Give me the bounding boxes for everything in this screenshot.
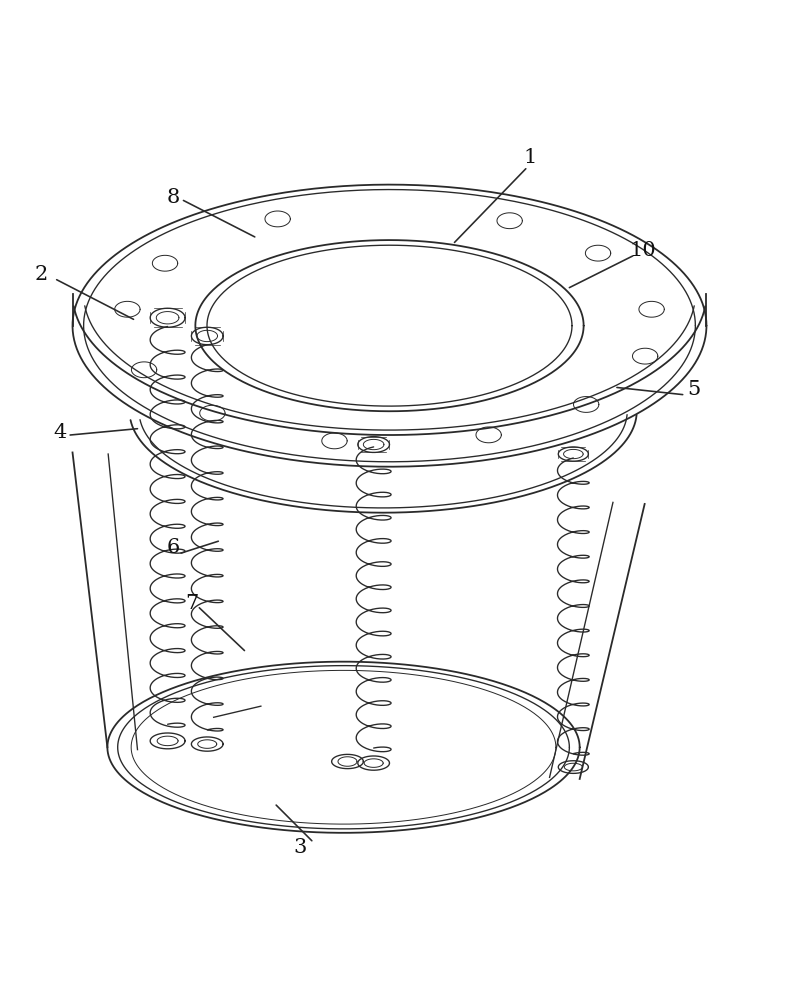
Text: 7: 7 bbox=[185, 594, 198, 613]
Text: 2: 2 bbox=[34, 265, 47, 284]
Text: 5: 5 bbox=[687, 380, 701, 399]
Text: 8: 8 bbox=[167, 188, 180, 207]
Text: 3: 3 bbox=[293, 838, 306, 857]
Text: 1: 1 bbox=[523, 148, 536, 167]
Text: 4: 4 bbox=[53, 423, 66, 442]
Text: 6: 6 bbox=[167, 538, 180, 557]
Text: 10: 10 bbox=[630, 241, 657, 260]
